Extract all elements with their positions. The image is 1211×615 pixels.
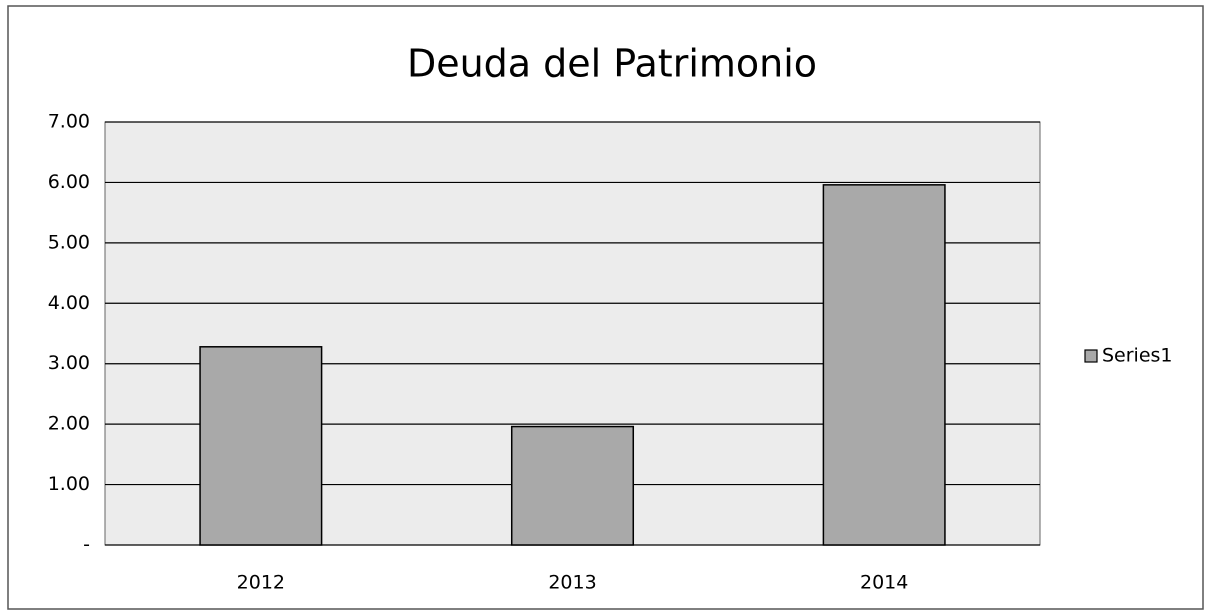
legend-swatch	[1084, 349, 1098, 363]
bar	[199, 346, 323, 546]
bar	[510, 425, 635, 546]
legend-label: Series1	[1102, 345, 1173, 367]
x-tick-label: 2014	[860, 572, 908, 594]
x-tick-label: 2012	[237, 572, 285, 594]
x-tick-label: 2013	[548, 572, 596, 594]
y-tick-label: 4.00	[48, 292, 90, 314]
y-tick-label: 1.00	[48, 473, 90, 495]
y-tick-label: 7.00	[48, 111, 90, 133]
y-tick-label: 2.00	[48, 413, 90, 435]
y-tick-label: 3.00	[48, 352, 90, 374]
y-tick-label: 6.00	[48, 171, 90, 193]
chart-title: Deuda del Patrimonio	[407, 42, 817, 86]
y-tick-label: -	[83, 534, 90, 556]
bar	[822, 184, 946, 546]
y-tick-label: 5.00	[48, 231, 90, 253]
